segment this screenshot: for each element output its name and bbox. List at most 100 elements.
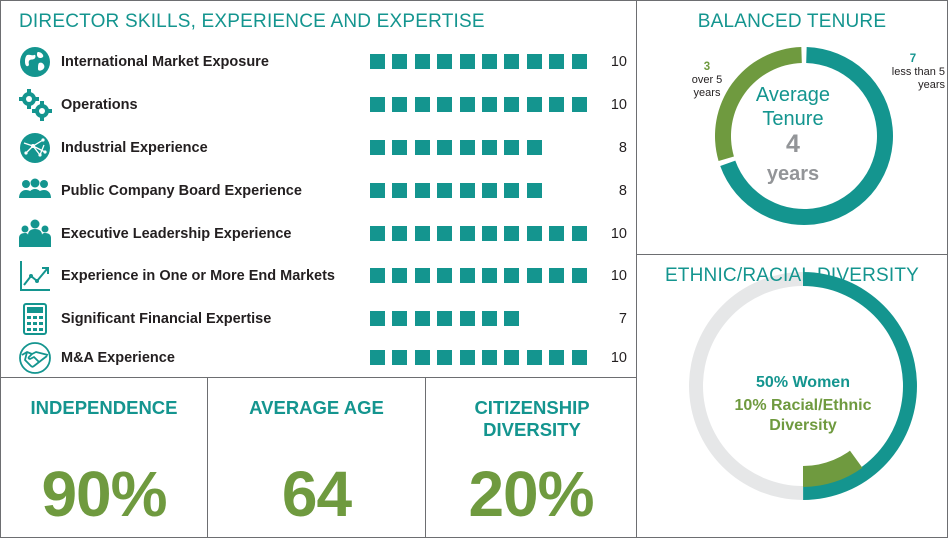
- skill-value: 8: [618, 183, 627, 199]
- skill-bar-unit: [459, 311, 475, 326]
- skill-bar-unit: [482, 183, 497, 198]
- skill-bar-unit: [392, 54, 408, 69]
- skill-bar-unit: [549, 54, 565, 69]
- skill-bar-unit: [482, 350, 497, 365]
- skill-bar-unit: [370, 311, 385, 326]
- skill-bar-unit: [437, 140, 453, 155]
- tenure-under-count: 7: [909, 53, 917, 65]
- tenure-over-label: 3 over 5 years: [677, 61, 737, 100]
- average-age-value: 64: [281, 458, 352, 530]
- skill-bar-unit: [459, 183, 475, 198]
- skill-bar-unit: [504, 350, 520, 365]
- citizenship-label: CITIZENSHIP DIVERSITY: [474, 397, 590, 440]
- skill-bar-group: [370, 350, 600, 366]
- skill-bar-unit: [504, 54, 520, 69]
- skill-bar-unit: [414, 226, 430, 241]
- skill-bar-unit: [526, 54, 542, 69]
- ethnic-racial-diversity-panel: ETHNIC/RACIAL DIVERSITY 50% Women 10% Ra…: [636, 254, 948, 538]
- skill-bar-unit: [392, 226, 408, 241]
- skill-bar-unit: [437, 350, 453, 365]
- skill-bar-unit: [504, 183, 520, 198]
- skill-row: Industrial Experience 8: [1, 128, 637, 168]
- skill-bar-unit: [370, 183, 385, 198]
- tenure-center-label: Average Tenure: [755, 84, 831, 130]
- board-people-icon: [18, 174, 52, 208]
- skill-row: Significant Financial Expertise 7: [1, 299, 637, 339]
- skill-value: 7: [618, 311, 627, 327]
- skill-bar-unit: [526, 226, 542, 241]
- tenure-over-count: 3: [703, 61, 711, 73]
- skill-label: Experience in One or More End Markets: [61, 268, 335, 284]
- skill-bar-group: [370, 226, 600, 242]
- average-age-stat-box: AVERAGE AGE 64: [207, 377, 426, 538]
- skill-bar-unit: [414, 97, 430, 112]
- skill-value: 10: [610, 268, 627, 284]
- skill-bar-unit: [482, 226, 497, 241]
- independence-stat-box: INDEPENDENCE 90%: [0, 377, 208, 538]
- skill-bar-unit: [482, 97, 497, 112]
- skill-bar-unit: [504, 311, 520, 326]
- skill-bar-unit: [482, 54, 497, 69]
- skill-bar-unit: [370, 226, 385, 241]
- skill-row: Executive Leadership Experience 10: [1, 214, 637, 254]
- skill-bar-unit: [526, 97, 542, 112]
- tenure-donut-chart: [715, 47, 893, 226]
- skill-row: M&A Experience 10: [1, 338, 637, 378]
- diversity-women-label: 50% Women: [756, 374, 850, 391]
- skill-bar-unit: [414, 268, 430, 283]
- independence-label: INDEPENDENCE: [30, 397, 178, 418]
- skill-bar-unit: [392, 183, 408, 198]
- skill-bar-group: [370, 54, 600, 70]
- skill-bar-unit: [549, 226, 565, 241]
- tenure-under-text: less than 5 years: [891, 66, 945, 91]
- skill-bar-unit: [370, 350, 385, 365]
- skill-label: Significant Financial Expertise: [61, 311, 272, 327]
- skill-bar-unit: [526, 183, 542, 198]
- diversity-panel-title: ETHNIC/RACIAL DIVERSITY: [664, 265, 920, 286]
- skill-bar-unit: [370, 97, 385, 112]
- skill-bar-unit: [437, 226, 453, 241]
- skill-bar-unit: [392, 97, 408, 112]
- skill-bar-unit: [504, 268, 520, 283]
- average-age-label: AVERAGE AGE: [249, 397, 384, 418]
- tenure-center-unit: years: [766, 163, 820, 185]
- skill-bar-unit: [571, 54, 587, 69]
- skill-bar-unit: [392, 311, 408, 326]
- skill-bar-unit: [504, 97, 520, 112]
- skill-bar-unit: [504, 140, 520, 155]
- skill-bar-group: [370, 140, 600, 156]
- director-skills-panel: DIRECTOR SKILLS, EXPERIENCE AND EXPERTIS…: [0, 0, 637, 378]
- globe-icon: [18, 45, 52, 79]
- independence-value: 90%: [41, 458, 167, 530]
- citizenship-value: 20%: [468, 458, 594, 530]
- skill-bar-unit: [392, 350, 408, 365]
- tenure-panel-title: BALANCED TENURE: [697, 11, 887, 32]
- tenure-center-value: 4: [786, 130, 800, 158]
- skill-bar-unit: [549, 268, 565, 283]
- skill-bar-group: [370, 183, 600, 199]
- tenure-over-segment: [715, 47, 802, 161]
- skill-label: Operations: [61, 97, 138, 113]
- skill-bar-unit: [370, 140, 385, 155]
- skill-value: 10: [610, 226, 627, 242]
- skill-bar-unit: [414, 311, 430, 326]
- skill-bar-unit: [526, 268, 542, 283]
- diversity-ethnic-label: 10% Racial/Ethnic Diversity: [734, 397, 872, 434]
- diversity-donut-hole: [723, 306, 883, 466]
- skill-label: International Market Exposure: [61, 54, 269, 70]
- skill-bar-unit: [414, 183, 430, 198]
- skill-bar-unit: [370, 54, 385, 69]
- diversity-women-segment: [803, 272, 917, 500]
- skill-bar-unit: [459, 226, 475, 241]
- skill-label: Executive Leadership Experience: [61, 226, 292, 242]
- skill-row: Operations 10: [1, 85, 637, 125]
- skill-row: Public Company Board Experience 8: [1, 171, 637, 211]
- skill-bar-unit: [437, 54, 453, 69]
- skill-bar-unit: [526, 140, 542, 155]
- skill-bar-unit: [459, 140, 475, 155]
- skill-bar-unit: [571, 97, 587, 112]
- skill-bar-unit: [571, 350, 587, 365]
- skill-value: 10: [610, 54, 627, 70]
- skill-bar-unit: [549, 350, 565, 365]
- skill-bar-unit: [392, 140, 408, 155]
